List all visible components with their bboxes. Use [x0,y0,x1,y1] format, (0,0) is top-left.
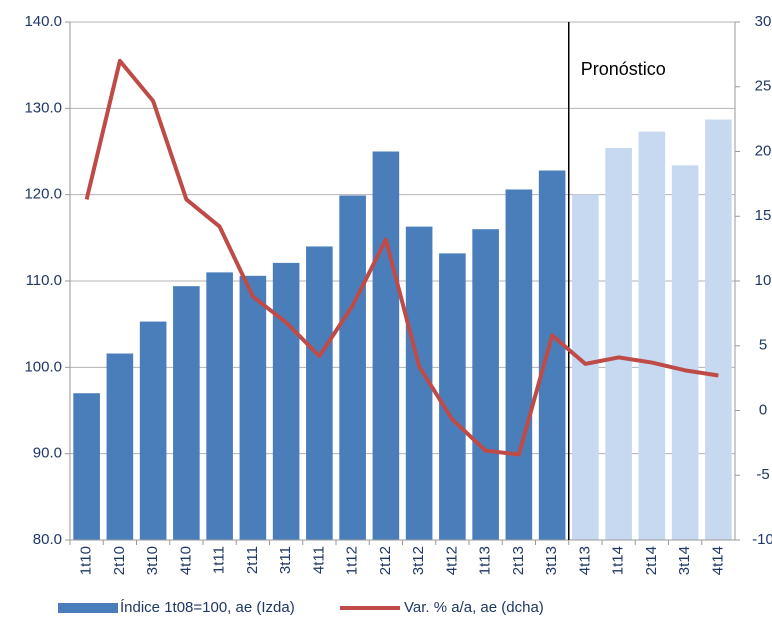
y-tick-label: 80.0 [33,531,62,548]
y-tick-label: 90.0 [33,445,62,462]
y2-tick-label: 15 [755,207,772,224]
x-tick-label: 2t10 [111,546,128,575]
y-tick-label: 100.0 [24,358,62,375]
y2-tick-label: 5 [759,337,767,354]
y2-tick-label: -10 [752,531,772,548]
y2-tick-label: 10 [755,272,772,289]
bar [638,131,666,541]
x-tick-label: 4t10 [177,546,194,575]
y2-tick-label: 0 [759,401,767,418]
x-tick-label: 1t12 [344,546,361,575]
bar [505,189,533,540]
y2-tick-label: -5 [756,466,769,483]
annotation: Pronóstico [581,59,666,79]
x-tick-label: 1t13 [477,546,494,575]
x-tick-label: 2t13 [510,546,527,575]
x-tick-label: 4t11 [310,546,327,574]
y-tick-label: 140.0 [24,13,62,30]
x-tick-label: 3t10 [144,546,161,575]
legend-swatch [58,603,118,613]
line [84,58,719,457]
bar [173,286,200,540]
bar [272,262,300,540]
bar [605,148,632,540]
legend-label: Var. % a/a, ae (dcha) [404,599,544,616]
y2-tick-label: 30 [755,13,772,30]
bar [671,165,699,540]
bar [139,321,167,540]
x-tick-label: 3t11 [277,546,294,574]
y2-tick-label: 25 [755,78,772,95]
bar [572,194,599,540]
bar [439,253,466,540]
bar [306,246,333,540]
x-tick-label: 1t14 [610,546,627,575]
y-tick-label: 130.0 [24,99,62,116]
bar [538,170,566,540]
bar [705,119,732,540]
x-tick-label: 2t12 [377,546,394,575]
x-tick-label: 1t11 [211,546,228,574]
x-tick-label: 2t14 [643,546,660,575]
y-tick-label: 120.0 [24,186,62,203]
bar [239,275,267,540]
bar [73,393,100,540]
x-tick-label: 4t13 [576,546,593,575]
bar [472,229,499,540]
x-tick-label: 1t10 [78,546,95,575]
x-tick-label: 4t12 [443,546,460,575]
x-tick-label: 3t12 [410,546,427,575]
legend-label: Índice 1t08=100, ae (Izda) [120,599,295,616]
bar [206,272,233,540]
x-tick-label: 2t11 [244,546,261,574]
y-tick-label: 110.0 [26,272,62,289]
x-tick-label: 3t13 [543,546,560,575]
bar [372,151,400,540]
x-tick-label: 4t14 [709,546,726,575]
bar [339,195,366,540]
x-tick-label: 3t14 [676,546,693,575]
y2-tick-label: 20 [755,142,772,159]
bar [106,353,134,540]
